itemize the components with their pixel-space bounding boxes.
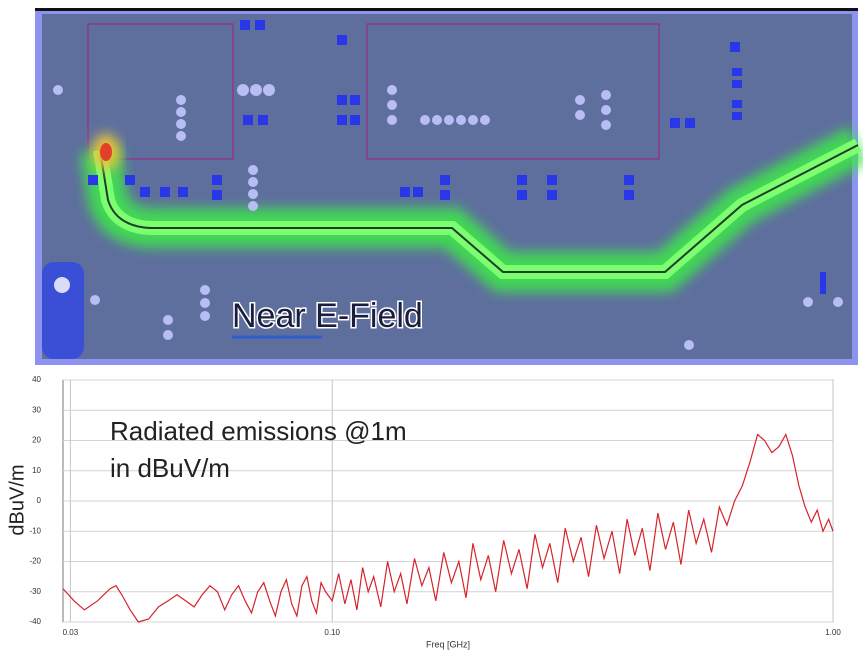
via-group	[53, 84, 843, 350]
chart: dBuV/m Freq [GHz] 40 30 20 10 0 -10 -20 -30 -40 0…	[6, 375, 841, 649]
pad-group	[88, 20, 826, 294]
component-outline	[366, 23, 660, 160]
component-outline	[87, 23, 234, 160]
y-tick-label: -10	[29, 526, 41, 535]
y-tick-label: -20	[29, 557, 41, 566]
y-tick-label: 20	[32, 436, 41, 445]
hotspot-core	[100, 143, 112, 161]
x-tick-label: 1.00	[825, 628, 841, 637]
mounting-pad	[42, 262, 84, 359]
field-label: Near E-Field	[232, 297, 423, 335]
y-tick-label: 30	[32, 405, 41, 414]
trace	[99, 144, 859, 273]
pcb-board	[42, 14, 852, 359]
data-line	[62, 432, 834, 623]
pcb-top-edge	[35, 8, 858, 11]
y-tick-label: -40	[29, 617, 41, 626]
annotation: in dBuV/m	[110, 453, 230, 483]
y-tick-label: 10	[32, 466, 41, 475]
x-axis-label: Freq [GHz]	[426, 639, 470, 649]
annotation: Radiated emissions @1m	[110, 416, 407, 446]
y-tick-label: 40	[32, 375, 41, 384]
x-tick-label: 0.10	[324, 628, 340, 637]
via	[54, 277, 70, 293]
x-tick-label: 0.03	[63, 628, 79, 637]
pcb-panel: Near E-Field	[35, 8, 863, 365]
y-axis-label: dBuV/m	[6, 464, 28, 535]
y-tick-label: 0	[37, 496, 42, 505]
y-tick-label: -30	[29, 587, 41, 596]
